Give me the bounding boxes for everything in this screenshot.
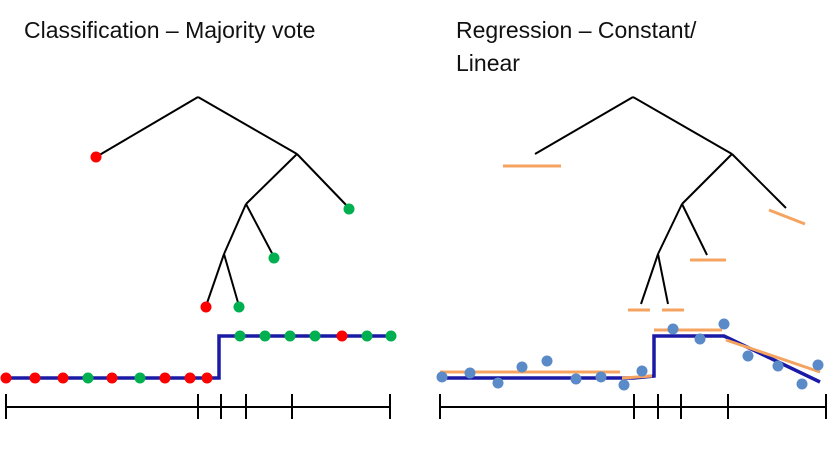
data-point	[492, 377, 504, 389]
tree-branch	[296, 153, 350, 209]
regression-tree	[534, 96, 787, 305]
tree-branch	[95, 96, 199, 158]
tree-branch	[632, 96, 733, 155]
data-point-green	[361, 330, 373, 342]
data-point-green	[385, 330, 397, 342]
leaf-green	[343, 203, 355, 215]
regression-axis	[439, 394, 827, 419]
data-point	[436, 371, 448, 383]
tree-branch	[681, 153, 733, 205]
segment-linear	[725, 338, 821, 374]
classification-tree-leaves	[90, 151, 355, 313]
data-point-green	[234, 330, 246, 342]
leaf-green	[268, 252, 280, 264]
data-point-red	[159, 372, 171, 384]
leaf-green	[233, 301, 245, 313]
regression-piecewise-fit	[440, 328, 821, 380]
data-point	[595, 371, 607, 383]
regression-title-line2: Linear	[456, 50, 520, 76]
segment-constant	[621, 374, 653, 380]
tree-branch	[223, 203, 247, 255]
data-point-green	[284, 330, 296, 342]
tree-branch	[657, 203, 683, 255]
data-point-red	[184, 372, 196, 384]
regression-leaf-values	[503, 164, 806, 312]
data-point	[541, 355, 553, 367]
data-point	[667, 323, 679, 335]
tree-branch	[223, 253, 240, 307]
leaf-red	[200, 301, 212, 313]
leaf-red	[90, 151, 102, 163]
data-point-red	[0, 372, 12, 384]
data-point	[742, 350, 754, 362]
regression-title: Regression – Constant/ Linear	[456, 14, 696, 80]
classification-axis	[5, 394, 391, 419]
tree-branch	[245, 203, 275, 258]
data-point-red	[57, 372, 69, 384]
data-point	[772, 360, 784, 372]
data-point	[570, 373, 582, 385]
regression-points	[436, 318, 824, 391]
tree-branch	[681, 203, 708, 256]
data-point	[618, 379, 630, 391]
tree-branch	[731, 153, 787, 209]
tree-branch	[640, 253, 659, 305]
tree-branch	[197, 96, 298, 155]
classification-step-fit	[4, 334, 391, 380]
data-point	[718, 318, 730, 330]
tree-branch	[657, 253, 669, 305]
leaf-linear	[768, 208, 806, 226]
data-point	[812, 359, 824, 371]
regression-title-line1: Regression – Constant/	[456, 17, 697, 43]
data-point-red	[106, 372, 118, 384]
data-point	[796, 378, 808, 390]
data-point-green	[309, 330, 321, 342]
data-point-red	[336, 330, 348, 342]
regression-step-fit	[438, 334, 821, 384]
classification-points	[0, 330, 397, 384]
classification-tree	[95, 96, 350, 307]
data-point-red	[29, 372, 41, 384]
data-point	[694, 333, 706, 345]
data-point-green	[259, 330, 271, 342]
data-point-red	[201, 372, 213, 384]
data-point	[516, 361, 528, 373]
tree-branch	[245, 153, 298, 205]
data-point	[464, 367, 476, 379]
tree-branch	[534, 96, 634, 155]
data-point-green	[134, 372, 146, 384]
data-point	[636, 365, 648, 377]
tree-branch	[205, 253, 225, 307]
classification-title: Classification – Majority vote	[24, 17, 316, 43]
data-point-green	[82, 372, 94, 384]
